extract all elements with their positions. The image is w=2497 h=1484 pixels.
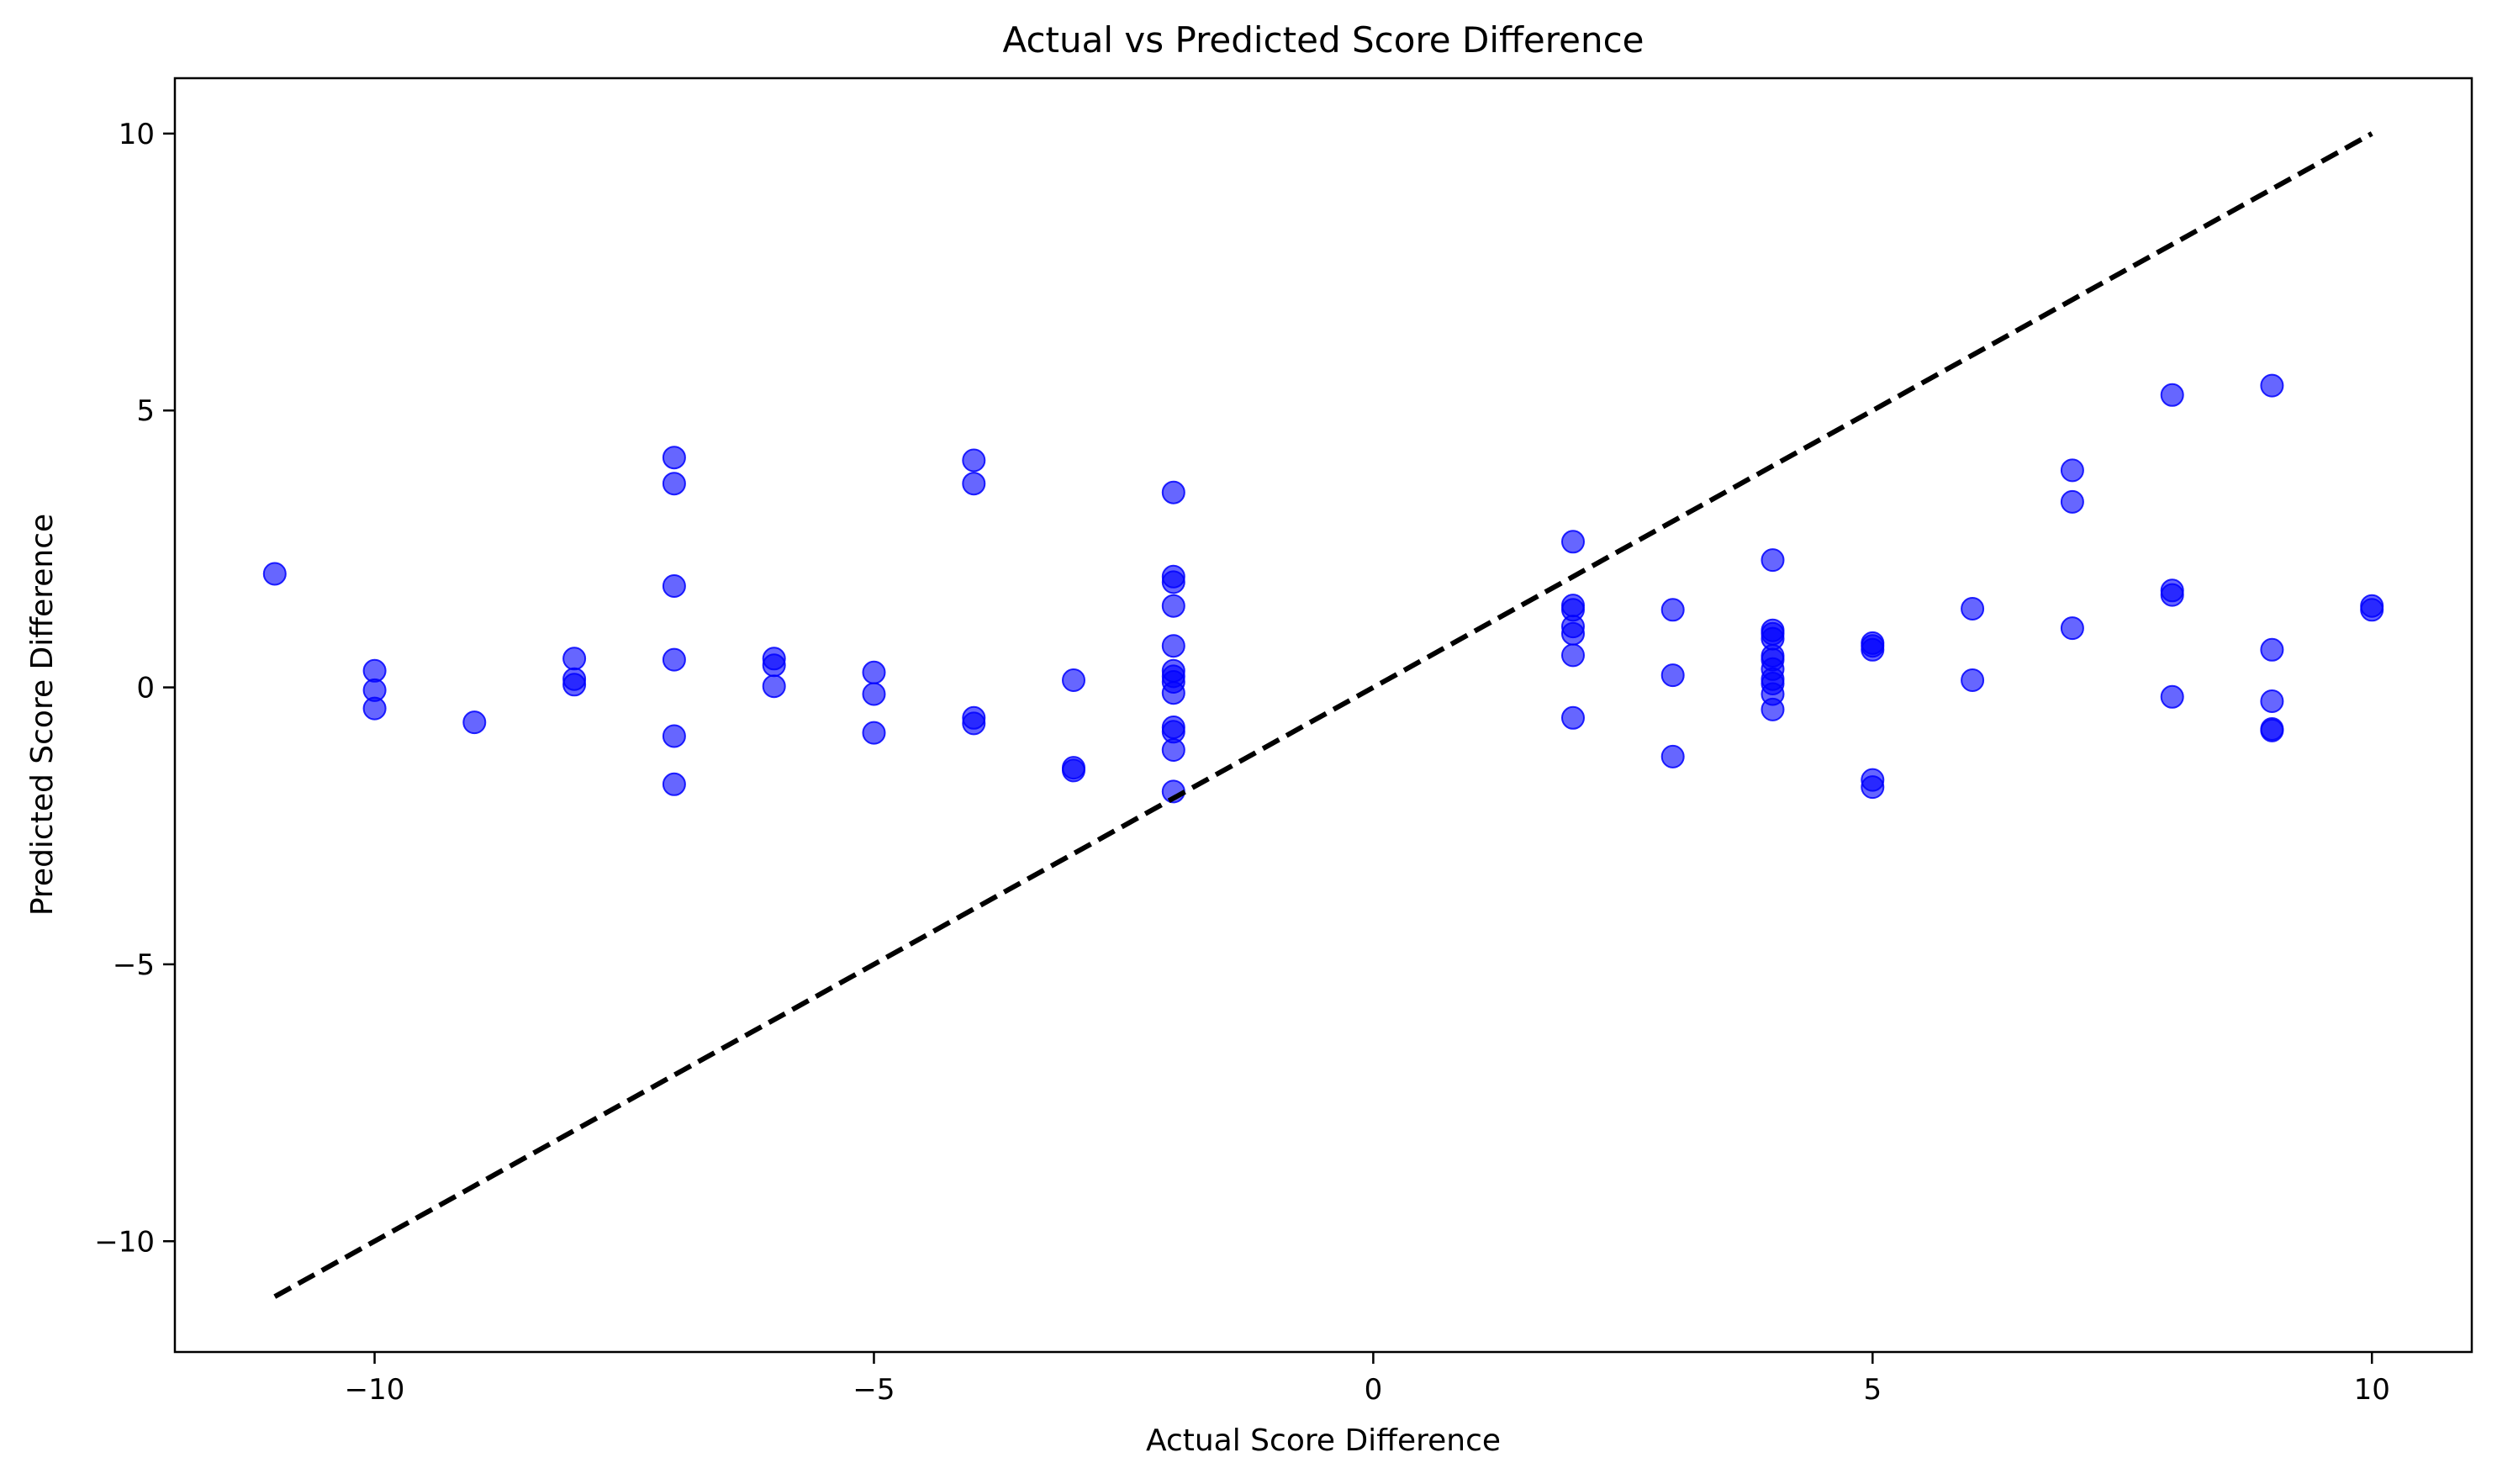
data-point [2260, 718, 2284, 742]
points-layer [262, 373, 2384, 804]
data-point [1660, 663, 1685, 688]
data-point [562, 673, 587, 697]
data-point [1161, 634, 1185, 658]
data-point [1062, 668, 1085, 692]
data-point [362, 696, 387, 721]
data-point [2060, 616, 2084, 641]
data-point [1961, 668, 1985, 692]
data-point [1761, 697, 1785, 721]
x-tick-label: −10 [345, 1373, 405, 1407]
data-point [2360, 598, 2384, 622]
data-point [1161, 594, 1185, 618]
data-point [362, 658, 387, 683]
y-tick-label: 10 [119, 118, 155, 151]
data-point [1161, 681, 1185, 705]
data-point [1861, 637, 1885, 662]
data-point [2160, 684, 2184, 709]
data-point [2060, 489, 2084, 514]
data-point [2260, 689, 2284, 713]
data-point [662, 724, 686, 748]
data-point [862, 682, 886, 706]
y-axis-label: Predicted Score Difference [25, 514, 60, 916]
y-axis: −10 −5 0 5 10 [94, 118, 175, 1259]
data-point [962, 472, 986, 496]
data-point [1561, 643, 1585, 668]
data-point [662, 574, 686, 598]
y-tick-label: −5 [113, 948, 155, 982]
data-point [462, 710, 487, 735]
data-point [1660, 744, 1685, 768]
y-tick-label: −10 [94, 1225, 155, 1259]
x-axis: −10 −5 0 5 10 [345, 1352, 2390, 1407]
data-point [662, 647, 686, 672]
x-tick-label: 5 [1863, 1373, 1882, 1407]
chart-title: Actual vs Predicted Score Difference [1002, 19, 1644, 61]
y-tick-label: 5 [136, 394, 155, 428]
x-tick-label: 0 [1365, 1373, 1383, 1407]
data-point [1561, 530, 1585, 554]
data-point [662, 446, 686, 470]
data-point [1161, 570, 1185, 594]
data-point [962, 711, 986, 736]
data-point [662, 772, 686, 796]
data-point [1561, 705, 1585, 730]
data-point [662, 472, 686, 496]
data-point [2260, 637, 2284, 662]
data-point [1861, 775, 1885, 800]
data-point [1561, 621, 1585, 646]
data-point [1062, 758, 1085, 783]
data-point [1961, 597, 1985, 621]
data-point [1761, 548, 1785, 573]
data-point [762, 674, 786, 699]
data-point [1161, 738, 1185, 762]
x-tick-label: 10 [2354, 1373, 2390, 1407]
data-point [962, 448, 986, 473]
x-axis-label: Actual Score Difference [1146, 1423, 1501, 1458]
data-point [262, 562, 287, 586]
data-point [862, 721, 886, 745]
data-point [2160, 583, 2184, 607]
data-point [1660, 598, 1685, 622]
data-point [562, 647, 587, 671]
data-point [862, 660, 886, 684]
data-point [2060, 458, 2084, 483]
plot-area [173, 77, 2473, 1354]
data-point [2260, 373, 2284, 398]
reference-line [273, 131, 2373, 1299]
data-point [762, 653, 786, 678]
y-tick-label: 0 [136, 672, 155, 705]
data-point [1161, 480, 1185, 504]
data-point [2160, 383, 2184, 407]
x-tick-label: −5 [853, 1373, 895, 1407]
